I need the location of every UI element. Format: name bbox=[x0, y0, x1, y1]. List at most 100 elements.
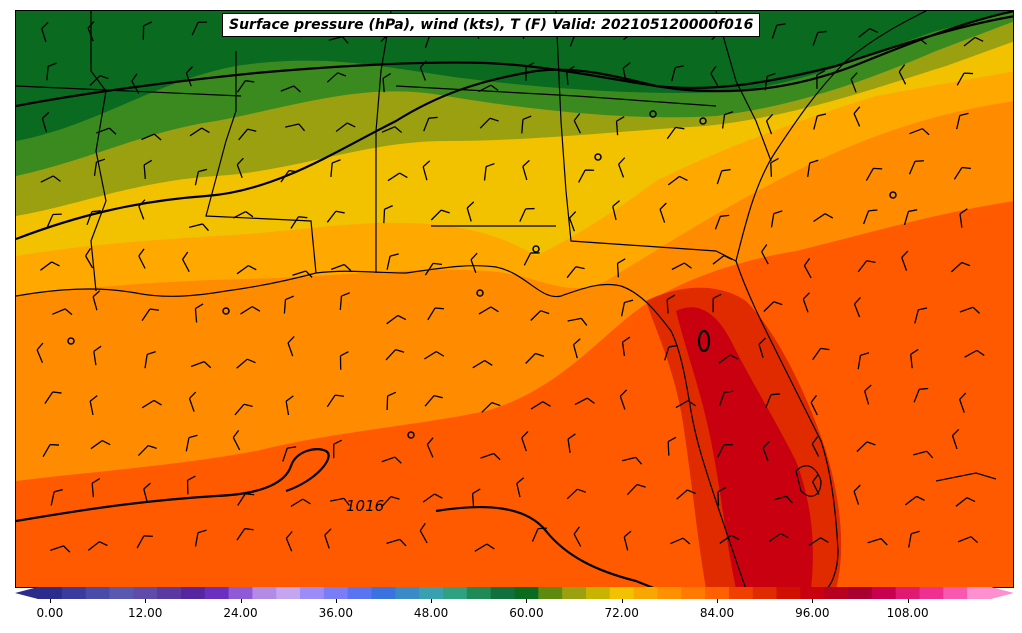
wind-barb bbox=[671, 262, 692, 271]
colorbar-tick-label: 12.00 bbox=[128, 606, 163, 620]
colorbar-cell bbox=[633, 587, 659, 599]
wind-barb bbox=[185, 66, 193, 87]
colorbar-cell bbox=[895, 587, 921, 599]
wind-barb bbox=[910, 348, 919, 369]
colorbar-cell bbox=[180, 587, 206, 599]
wind-barb bbox=[758, 337, 766, 358]
wind-barb bbox=[36, 342, 44, 364]
wind-barb bbox=[901, 250, 909, 271]
wind-barb bbox=[615, 116, 625, 136]
wind-barb bbox=[41, 21, 49, 43]
wind-barb bbox=[676, 489, 696, 500]
wind-barb bbox=[718, 354, 739, 364]
wind-barb bbox=[186, 475, 196, 495]
colorbar-cell bbox=[347, 587, 373, 599]
wind-barb bbox=[424, 351, 445, 360]
wind-barb bbox=[964, 349, 985, 358]
wind-barb bbox=[666, 126, 685, 140]
wind-barb bbox=[382, 73, 392, 93]
wind-barb bbox=[669, 537, 691, 545]
wind-barb bbox=[232, 429, 241, 451]
wind-barb bbox=[427, 307, 445, 321]
wind-barb bbox=[46, 62, 57, 81]
colorbar-cell bbox=[609, 587, 635, 599]
wind-barb bbox=[803, 257, 812, 279]
colorbar-cell bbox=[871, 587, 897, 599]
wind-barb bbox=[280, 169, 298, 183]
colorbar-cell bbox=[252, 587, 277, 599]
wind-barb bbox=[612, 200, 620, 221]
wind-barb bbox=[422, 493, 443, 503]
florida-east-coastline bbox=[735, 260, 839, 587]
wind-barb bbox=[523, 252, 540, 266]
map-title: Surface pressure (hPa), wind (kts), T (F… bbox=[222, 13, 761, 37]
wind-barb bbox=[481, 401, 501, 413]
wind-barb bbox=[89, 395, 98, 416]
wind-barb bbox=[621, 336, 631, 357]
wind-barb bbox=[236, 265, 257, 275]
colorbar-cell bbox=[490, 587, 516, 599]
colorbar-cell bbox=[109, 587, 134, 599]
wind-barb bbox=[850, 72, 858, 93]
wind-barb bbox=[138, 248, 146, 269]
wind-barb bbox=[802, 292, 810, 313]
colorbar-tick-mark bbox=[526, 599, 528, 603]
wind-barb bbox=[387, 172, 408, 182]
wind-barb bbox=[530, 310, 550, 321]
wind-barb bbox=[424, 262, 442, 276]
wind-barb bbox=[906, 38, 927, 46]
wind-barb bbox=[530, 401, 551, 410]
bahamas-coast bbox=[935, 472, 997, 482]
wind-barb bbox=[290, 498, 311, 507]
wind-barb bbox=[131, 73, 140, 94]
wind-barb bbox=[381, 126, 403, 134]
wind-barb bbox=[959, 392, 967, 413]
isobar-2 bbox=[16, 15, 1013, 241]
wind-barb bbox=[143, 482, 151, 503]
colorbar-extend-right bbox=[991, 587, 1014, 599]
wind-barb bbox=[328, 35, 349, 44]
wind-barb bbox=[93, 345, 102, 366]
wind-barb bbox=[762, 440, 770, 462]
wind-barb bbox=[285, 395, 294, 416]
wind-barb bbox=[87, 541, 108, 551]
wind-barb bbox=[290, 216, 308, 229]
wind-barb bbox=[466, 201, 475, 222]
wind-barb bbox=[50, 545, 71, 553]
wind-barb bbox=[238, 128, 257, 141]
wind-barb bbox=[333, 439, 343, 459]
wind-barb bbox=[856, 441, 876, 453]
wind-barb bbox=[40, 175, 61, 183]
wind-barb bbox=[719, 390, 734, 406]
wind-barb bbox=[763, 301, 783, 312]
wind-barb bbox=[330, 159, 341, 177]
state-border-2 bbox=[205, 51, 317, 274]
colorbar-tick-label: 108.00 bbox=[886, 606, 929, 620]
wind-barb bbox=[188, 223, 210, 232]
colorbar-tick-mark bbox=[49, 599, 51, 603]
wind-barb bbox=[858, 28, 879, 38]
station-circle bbox=[222, 307, 230, 315]
wind-barb bbox=[957, 536, 979, 544]
map-canvas: 1016 bbox=[16, 11, 1013, 587]
wind-barb bbox=[716, 168, 731, 185]
colorbar-tick-label: 48.00 bbox=[413, 606, 449, 620]
wind-barb bbox=[764, 72, 776, 91]
wind-barb bbox=[516, 477, 525, 498]
station-circle bbox=[699, 117, 707, 125]
colorbar-tick-mark bbox=[431, 599, 433, 603]
colorbar bbox=[15, 587, 1014, 599]
wind-barb bbox=[423, 116, 438, 132]
wind-barb bbox=[521, 431, 529, 452]
colorbar-cell bbox=[228, 587, 254, 599]
wind-barb bbox=[236, 157, 244, 179]
wind-barb bbox=[566, 488, 586, 500]
wind-barb bbox=[567, 317, 588, 326]
wind-barb bbox=[52, 308, 73, 316]
wind-barb bbox=[816, 70, 826, 89]
colorbar-cell bbox=[300, 587, 325, 599]
wind-barb bbox=[237, 493, 255, 506]
wind-barb bbox=[522, 159, 530, 181]
wind-barb bbox=[956, 112, 969, 130]
wind-barb bbox=[330, 263, 352, 272]
